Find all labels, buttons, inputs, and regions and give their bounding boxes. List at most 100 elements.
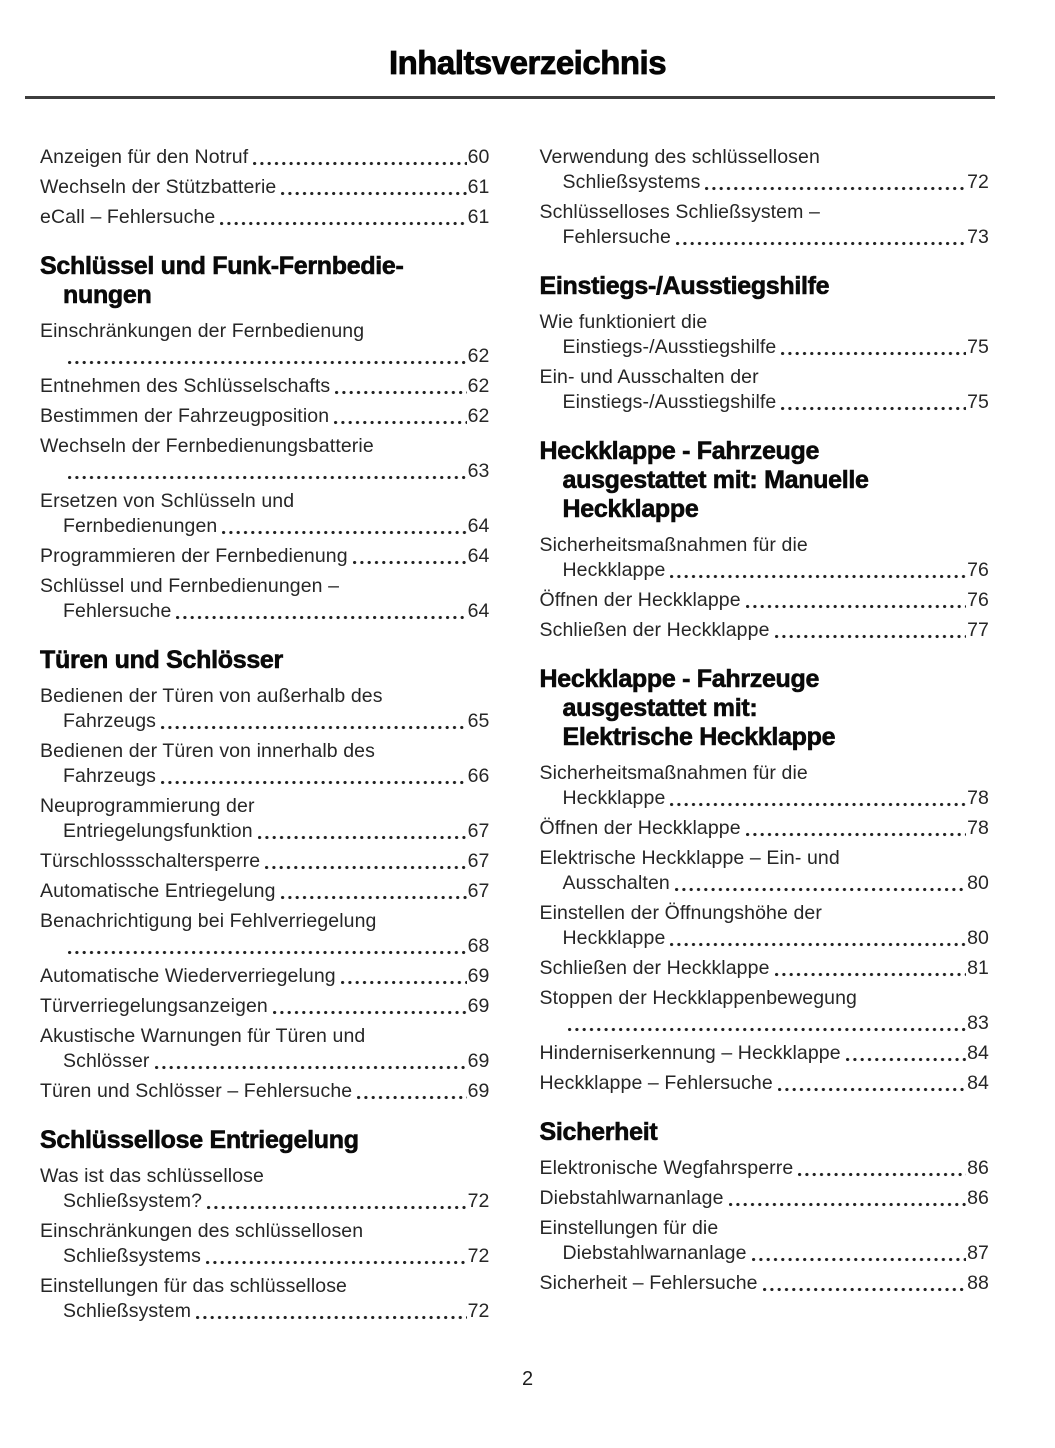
entry-text: Stoppen der Heckklappenbewegung: [539, 987, 857, 1009]
page-ref: 64: [467, 545, 490, 567]
page-ref: 61: [467, 206, 490, 228]
dot-leader: [281, 190, 467, 197]
toc-entry-line: Heckklappe 80: [540, 926, 990, 951]
toc-entry-line: Neuprogrammierung der: [40, 794, 490, 819]
page-ref: 67: [467, 880, 490, 902]
entry-text: Heckklappe: [562, 927, 666, 949]
toc-entry: Öffnen der Heckklappe 76: [540, 588, 990, 613]
page-ref: 88: [967, 1272, 989, 1294]
dot-leader: [280, 894, 467, 901]
page-ref: 66: [467, 765, 490, 787]
page-ref: 67: [467, 820, 490, 842]
dot-leader: [68, 949, 467, 956]
toc-entry: Was ist das schlüssellose Schließsystem? 7…: [40, 1164, 490, 1214]
page-ref: 84: [967, 1072, 989, 1094]
toc-entry-line: Einstiegs-/Ausstiegshilfe 75: [540, 335, 990, 360]
entry-text: Bestimmen der Fahrzeugposition: [40, 405, 330, 427]
section-heading: Heckklappe - Fahrzeuge ausgestattet mit: E…: [539, 665, 990, 752]
section-heading: Schlüssel und Funk-Fernbedie-nungen: [40, 252, 490, 310]
toc-entry: Wechseln der Fernbedienungsbatterie 63: [40, 434, 490, 484]
entry-text: Türen und Schlösser – Fehlersuche: [40, 1080, 353, 1102]
entry-text: Fahrzeugs: [63, 710, 157, 732]
entry-text: Einstellen der Öffnungshöhe der: [539, 902, 822, 924]
toc-entry: Bedienen der Türen von innerhalb des Fahr…: [40, 739, 490, 789]
dot-leader: [781, 405, 967, 412]
page-ref: 78: [967, 817, 989, 839]
dot-leader: [728, 1201, 967, 1208]
section-heading-line: ausgestattet mit: Manuelle: [562, 466, 869, 495]
toc-entry-line: Sicherheitsmaßnahmen für die: [540, 533, 990, 558]
toc-entry-line: Fehlersuche 73: [540, 225, 990, 250]
entry-text: Schließen der Heckklappe: [539, 619, 770, 641]
page-ref: 60: [467, 146, 490, 168]
section-heading-line: nungen: [63, 281, 152, 310]
section-heading-line: Heckklappe - Fahrzeuge: [539, 665, 820, 694]
page-ref: 62: [467, 405, 490, 427]
entry-text: Schließsystems: [63, 1245, 201, 1267]
entry-text: Automatische Wiederverriegelung: [40, 965, 336, 987]
page-ref: 81: [967, 957, 989, 979]
toc-entry: Verwendung des schlüssellosen Schließsyst…: [540, 145, 990, 195]
section-heading-line: ausgestattet mit:: [562, 694, 758, 723]
dot-leader: [777, 1086, 967, 1093]
toc-entry: Sicherheit – Fehlersuche 88: [540, 1271, 990, 1296]
section-heading-line: Türen und Schlösser: [40, 646, 284, 675]
toc-entry-line: Türverriegelungsanzeigen 69: [40, 994, 490, 1019]
page-ref: 72: [467, 1190, 490, 1212]
page-ref: 69: [467, 1080, 490, 1102]
toc-entry-line: eCall – Fehlersuche 61: [40, 205, 490, 230]
toc-entry: Programmieren der Fernbedienung 64: [40, 544, 490, 569]
page-ref: 86: [967, 1187, 989, 1209]
section-heading: Einstiegs-/Ausstiegshilfe: [539, 272, 990, 301]
section-heading-line: Einstiegs-/Ausstiegshilfe: [539, 272, 830, 301]
page-ref: 87: [967, 1242, 989, 1264]
dot-leader: [253, 160, 467, 167]
toc-entry: Stoppen der Heckklappenbewegung 83: [540, 986, 990, 1036]
entry-text: Entnehmen des Schlüsselschafts: [40, 375, 331, 397]
section-heading: Sicherheit: [539, 1118, 990, 1147]
section-heading-line: Elektrische Heckklappe: [562, 723, 836, 752]
entry-text: Bedienen der Türen von innerhalb des: [40, 740, 375, 762]
entry-text: Elektronische Wegfahrsperre: [539, 1157, 794, 1179]
title-divider: [25, 96, 995, 99]
toc-entry: Heckklappe – Fehlersuche 84: [540, 1071, 990, 1096]
toc-entry: Einschränkungen der Fernbedienung 62: [40, 319, 490, 369]
toc-entry-line: Öffnen der Heckklappe 76: [540, 588, 990, 613]
page-ref: 62: [467, 345, 490, 367]
toc-entry: Anzeigen für den Notruf 60: [40, 145, 490, 170]
entry-text: Akustische Warnungen für Türen und: [40, 1025, 366, 1047]
page-ref: 77: [967, 619, 989, 641]
entry-text: Einstellungen für das schlüssellose: [40, 1275, 348, 1297]
dot-leader: [798, 1171, 967, 1178]
section-heading: Schlüssellose Entriegelung: [40, 1126, 490, 1155]
dot-leader: [357, 1094, 467, 1101]
toc-entry-line: Elektronische Wegfahrsperre 86: [540, 1156, 990, 1181]
entry-text: Sicherheitsmaßnahmen für die: [539, 534, 808, 556]
toc-entry: Wie funktioniert die Einstiegs-/Ausstiegs…: [540, 310, 990, 360]
entry-text: Einstiegs-/Ausstiegshilfe: [562, 336, 777, 358]
toc-entry: Hinderniserkennung – Heckklappe 84: [540, 1041, 990, 1066]
toc-entry: Bedienen der Türen von außerhalb des Fahr…: [40, 684, 490, 734]
entry-text: Schlüssel und Fernbedienungen –: [40, 575, 340, 597]
page-ref: 65: [467, 710, 490, 732]
section-heading: Heckklappe - Fahrzeuge ausgestattet mit: …: [539, 437, 990, 524]
page-ref: 80: [967, 872, 989, 894]
toc-entry-line: Elektrische Heckklappe – Ein- und: [540, 846, 990, 871]
toc-entry-line: Fernbedienungen 64: [40, 514, 490, 539]
toc-entry-line: Schließsystem 72: [40, 1299, 490, 1324]
toc-entry-line: Fehlersuche 64: [40, 599, 490, 624]
entry-text: Schlösser: [63, 1050, 150, 1072]
page-ref: 76: [967, 589, 989, 611]
dot-leader: [670, 941, 967, 948]
toc-column-right: Verwendung des schlüssellosen Schließsyst…: [539, 145, 990, 1329]
entry-text: eCall – Fehlersuche: [40, 206, 216, 228]
toc-entry: Schlüssel und Fernbedienungen – Fehlersuc…: [40, 574, 490, 624]
dot-leader: [675, 240, 967, 247]
dot-leader: [205, 1259, 467, 1266]
page-ref: 84: [967, 1042, 989, 1064]
entry-text: Öffnen der Heckklappe: [539, 817, 741, 839]
toc-entry: Einschränkungen des schlüssellosen Schlie…: [40, 1219, 490, 1269]
toc-entry: Diebstahlwarnanlage 86: [540, 1186, 990, 1211]
entry-text: Einschränkungen des schlüssellosen: [40, 1220, 364, 1242]
toc-entry-line: Einstellen der Öffnungshöhe der: [540, 901, 990, 926]
